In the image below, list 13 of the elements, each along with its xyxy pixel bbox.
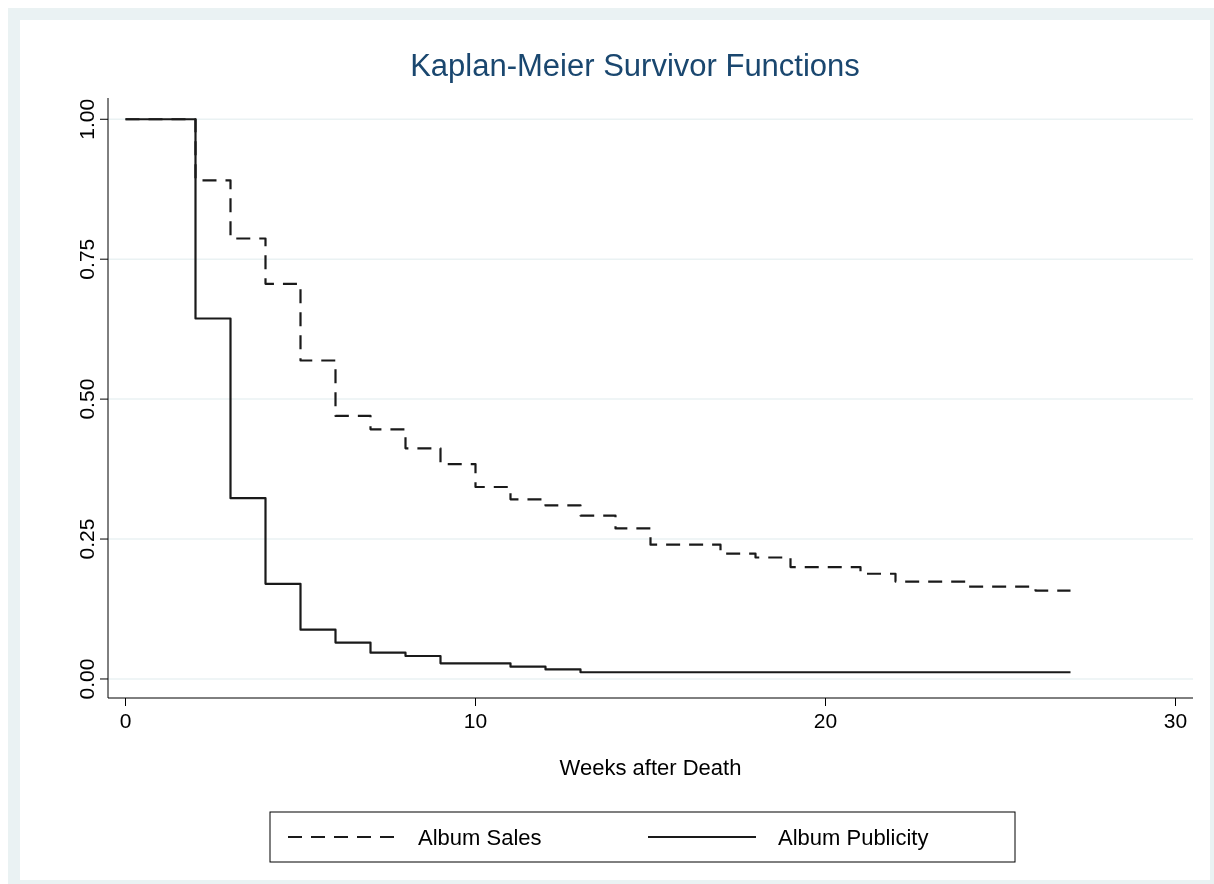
legend-label: Album Sales (418, 825, 542, 850)
x-tick-label: 10 (463, 709, 488, 732)
y-tick-label: 1.00 (75, 98, 98, 140)
x-axis-title: Weeks after Death (559, 755, 742, 780)
y-tick-label: 0.00 (75, 658, 98, 700)
chart-title: Kaplan-Meier Survivor Functions (410, 48, 860, 83)
x-tick-label: 20 (813, 709, 838, 732)
legend-label: Album Publicity (778, 825, 929, 850)
y-tick-label: 0.75 (75, 238, 98, 280)
y-tick-label: 0.50 (75, 378, 98, 420)
x-tick-label: 0 (119, 709, 132, 732)
x-tick-label: 30 (1163, 709, 1188, 732)
y-tick-label: 0.25 (75, 518, 98, 560)
